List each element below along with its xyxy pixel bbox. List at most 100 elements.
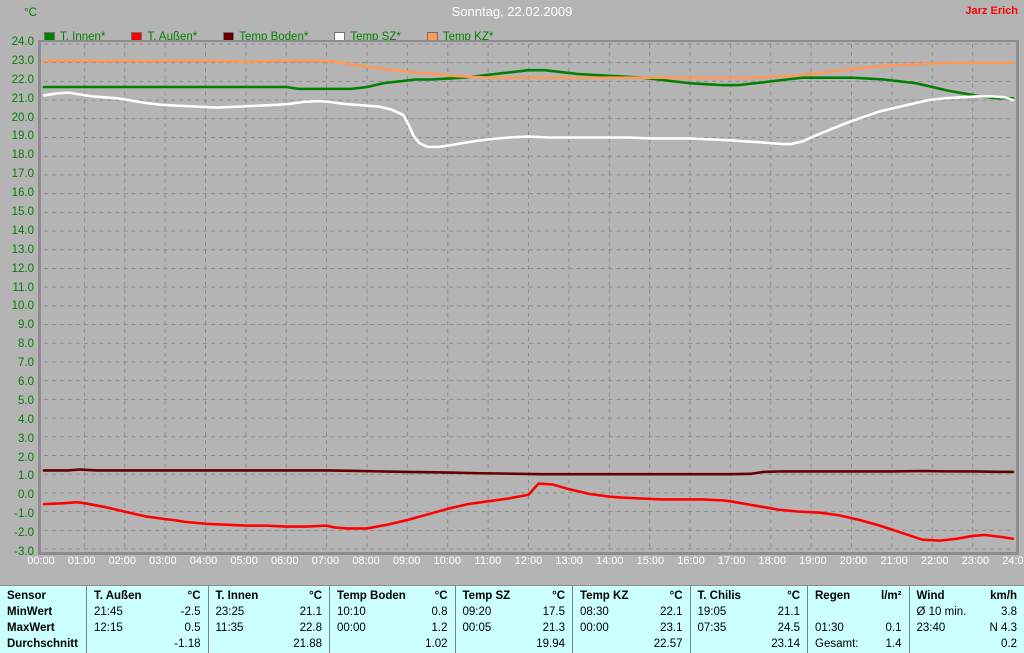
chart-series-tempsz xyxy=(42,91,1015,149)
table-row: Gesamt: 1.4 xyxy=(808,636,909,652)
x-axis-tick-label: 21:00 xyxy=(880,555,908,567)
plot-area-wrapper: 24.0 23.0 22.0 21.0 20.0 19.0 18.0 17.0 16.0 15.0… xyxy=(0,36,1024,558)
table-cell-right: 23.1 xyxy=(660,622,683,634)
y-axis-tick-label: 24.0 xyxy=(11,36,34,48)
table-column-regen: Regen l/m² 01:30 0.1 Gesamt: 1.4 xyxy=(807,586,909,653)
table-row: 01:30 0.1 xyxy=(808,620,909,636)
y-axis-tick-label: 10.0 xyxy=(11,300,34,313)
x-axis-tick-label: 22:00 xyxy=(920,555,949,567)
table-header-row: Regen l/m² xyxy=(808,588,909,604)
table-cell-right: -1.18 xyxy=(174,638,201,650)
y-axis-tick-label: 15.0 xyxy=(11,206,34,218)
table-row: 00:00 1.2 xyxy=(330,620,455,636)
y-axis-unit-label: °C xyxy=(24,7,37,19)
table-cell-left: 07:35 xyxy=(697,622,727,634)
x-axis-tick-label: 20:00 xyxy=(839,555,868,567)
table-cell-right: 17.5 xyxy=(542,606,565,618)
y-axis-tick-label: 8.0 xyxy=(18,338,34,351)
x-axis: 00:00 01:00 02:00 03:00 04:00 05:00 06:00 07:00… xyxy=(0,555,1024,575)
table-row: 21.88 xyxy=(209,636,330,652)
table-header-row: Wind km/h xyxy=(910,588,1024,604)
table-cell-right: 1.4 xyxy=(885,638,902,650)
table-row: 11:35 22.8 xyxy=(209,620,330,636)
table-cell-left xyxy=(910,636,1002,652)
table-cell-right: °C xyxy=(552,590,565,602)
table-cell-right: 22.1 xyxy=(660,606,683,618)
user-name-label: Jarz Erich xyxy=(965,5,1018,17)
x-axis-tick-label: 23:00 xyxy=(961,555,990,567)
table-cell-right: °C xyxy=(187,590,201,602)
table-cell-left: Regen xyxy=(815,590,851,602)
y-axis-tick-label: 21.0 xyxy=(11,92,34,105)
table-row: 07:35 24.5 xyxy=(691,620,808,636)
table-header-row: Temp SZ °C xyxy=(456,588,573,604)
table-row-label: MaxWert xyxy=(7,622,55,634)
y-axis-tick-label: -1.0 xyxy=(14,508,34,521)
table-cell-left xyxy=(330,636,425,652)
y-axis-tick-label: 9.0 xyxy=(18,319,34,332)
x-axis-tick-label: 04:00 xyxy=(189,555,218,567)
x-axis-tick-label: 09:00 xyxy=(392,555,421,567)
y-axis-tick-label: 23.0 xyxy=(11,54,34,67)
table-row: 0.2 xyxy=(910,636,1024,652)
table-cell-left xyxy=(691,636,772,652)
y-axis-tick-label: -3.0 xyxy=(14,546,34,558)
table-cell-left: Ø 10 min. xyxy=(916,606,967,618)
table-header-row: Temp KZ °C xyxy=(573,588,690,604)
plot-area xyxy=(38,40,1019,555)
table-column-temp-boden: Temp Boden °C 10:10 0.8 00:00 1.2 1.02 xyxy=(329,586,455,653)
table-column-t-innen: T. Innen °C 23:25 21.1 11:35 22.8 21.88 xyxy=(207,586,330,653)
table-cell-right: 22.57 xyxy=(653,638,683,650)
table-column-temp-sz: Temp SZ °C 09:20 17.5 00:05 21.3 19.94 xyxy=(454,586,573,653)
y-axis-tick-label: -2.0 xyxy=(14,527,34,540)
table-cell-left xyxy=(87,636,174,652)
y-axis-tick-label: 5.0 xyxy=(18,394,34,407)
chart-series-tempboden xyxy=(42,468,1015,476)
x-axis-tick-label: 15:00 xyxy=(636,555,665,567)
y-axis: 24.0 23.0 22.0 21.0 20.0 19.0 18.0 17.0 16.0 15.0… xyxy=(0,36,38,558)
table-cell-left: 10:10 xyxy=(337,606,366,618)
table-row xyxy=(808,604,909,620)
table-cell-left: 08:30 xyxy=(580,606,609,618)
x-axis-tick-label: 19:00 xyxy=(799,555,827,567)
y-axis-tick-label: 11.0 xyxy=(12,281,34,294)
table-column-t-chilis: T. Chilis °C 19:05 21.1 07:35 24.5 23.14 xyxy=(689,586,808,653)
table-cell-right: 21.88 xyxy=(293,638,322,650)
table-cell-right: 0.2 xyxy=(1001,638,1017,650)
table-cell-left: Temp KZ xyxy=(580,590,629,602)
table-row: 00:05 21.3 xyxy=(456,620,573,636)
summary-table: Sensor MinWert MaxWert Durchschnitt T. Außen… xyxy=(0,585,1024,653)
table-cell-right: 3.8 xyxy=(1001,606,1017,618)
table-cell-right: 0.5 xyxy=(184,622,201,634)
y-axis-tick-label: 2.0 xyxy=(18,451,34,464)
x-axis-tick-label: 06:00 xyxy=(270,555,299,567)
y-axis-tick-label: 3.0 xyxy=(18,432,34,445)
table-row: 21:45 -2.5 xyxy=(87,604,208,620)
table-cell-right: 0.8 xyxy=(431,606,448,618)
x-axis-tick-label: 01:00 xyxy=(67,555,96,567)
table-cell-left: 23:25 xyxy=(215,606,245,618)
table-cell-right: 23.14 xyxy=(771,638,800,650)
table-cell-left: 09:20 xyxy=(462,606,492,618)
table-cell-right: 1.2 xyxy=(431,622,448,634)
table-cell-left xyxy=(456,636,537,652)
table-row: 09:20 17.5 xyxy=(456,604,573,620)
table-cell-left: 11:35 xyxy=(215,622,244,634)
page-title: Sonntag, 22.02.2009 xyxy=(451,4,573,19)
table-cell-left: 12:15 xyxy=(94,622,123,634)
x-axis-tick-label: 05:00 xyxy=(230,555,258,567)
y-axis-tick-label: 1.0 xyxy=(18,470,34,483)
table-row: 1.02 xyxy=(330,636,455,652)
table-row-label: Sensor xyxy=(7,590,46,602)
table-row: Ø 10 min. 3.8 xyxy=(910,604,1024,620)
chart-series-tauen xyxy=(42,482,1015,542)
table-row: 23:40 N 4.3 xyxy=(910,620,1024,636)
y-axis-tick-label: 0.0 xyxy=(18,489,34,502)
table-header-row: Temp Boden °C xyxy=(330,588,455,604)
header: Sonntag, 22.02.2009 Jarz Erich xyxy=(0,0,1024,24)
table-cell-right: 21.1 xyxy=(777,606,800,618)
table-cell-left: Gesamt: xyxy=(815,638,859,650)
table-column-temp-kz: Temp KZ °C 08:30 22.1 00:00 23.1 22.57 xyxy=(572,586,690,653)
table-cell-left: Temp Boden xyxy=(337,590,406,602)
